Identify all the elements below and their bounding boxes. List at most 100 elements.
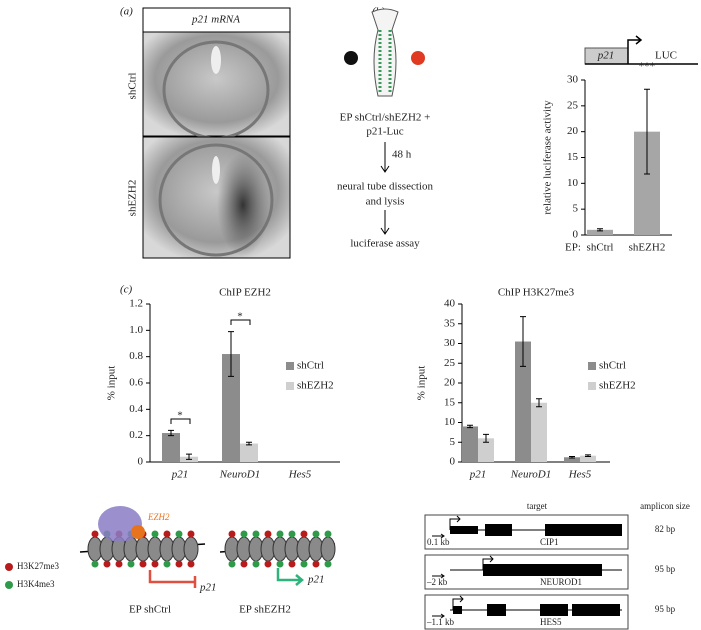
mark	[240, 560, 248, 568]
reporter: LUC	[655, 50, 677, 62]
legend-dot	[5, 563, 13, 571]
legend-label: shEZH2	[297, 380, 334, 392]
y-tick-label: 20	[567, 125, 579, 137]
mark	[187, 560, 195, 568]
error-bar	[520, 316, 526, 367]
chromatin	[79, 530, 336, 568]
annotation: ***	[639, 61, 656, 73]
step: luciferase assay	[350, 238, 420, 250]
annotation: *	[177, 410, 183, 422]
x-tick-label: p21	[469, 469, 487, 481]
mark	[276, 560, 284, 568]
condition: EP shCtrl	[129, 604, 171, 616]
mark	[151, 530, 159, 538]
header: p21 mRNA	[191, 14, 240, 26]
distance: 0.1 kb	[427, 537, 450, 547]
mark	[324, 560, 332, 568]
y-axis-label: % input	[106, 366, 118, 401]
tss	[482, 555, 494, 570]
exon	[572, 604, 620, 616]
mark	[127, 560, 135, 568]
step: and lysis	[366, 196, 405, 208]
exon	[485, 524, 512, 536]
bar	[587, 229, 613, 235]
mark	[175, 530, 183, 538]
panel-label: (a)	[120, 6, 133, 18]
mark	[115, 560, 123, 568]
row-label: shCtrl	[127, 73, 139, 100]
bar	[240, 443, 258, 462]
ezh2	[131, 525, 145, 539]
y-axis-label: % input	[416, 366, 428, 401]
mark	[163, 560, 171, 568]
promoter: p21	[597, 50, 615, 62]
mark	[228, 530, 236, 538]
y-tick-label: 0	[138, 456, 144, 468]
bar	[222, 354, 240, 462]
step: 48 h	[392, 149, 412, 161]
y-tick-label: 0.2	[129, 429, 143, 441]
panel-label: (c)	[120, 284, 133, 296]
step: p21-Luc	[366, 126, 403, 138]
y-tick-label: 25	[444, 357, 456, 369]
mark	[276, 530, 284, 538]
header: target	[527, 501, 548, 511]
bar	[162, 433, 180, 462]
legend-swatch	[588, 362, 596, 370]
mark	[252, 530, 260, 538]
exon	[540, 604, 568, 616]
chart-title: ChIP EZH2	[219, 287, 271, 299]
error-bar	[246, 441, 252, 446]
mark	[312, 560, 320, 568]
x-tick-label: Hes5	[568, 469, 592, 481]
mark	[163, 530, 171, 538]
arrow	[380, 210, 390, 235]
bar	[531, 402, 547, 462]
mark	[252, 560, 260, 568]
bar	[478, 438, 494, 462]
error-bar	[569, 455, 575, 459]
exon	[450, 526, 478, 534]
step: neural tube dissection	[337, 181, 433, 193]
mark	[151, 560, 159, 568]
y-tick-label: 15	[444, 396, 456, 408]
x-tick-label: Hes5	[288, 469, 312, 481]
repression	[148, 570, 197, 588]
mark	[91, 530, 99, 538]
x-tick-label: NeuroD1	[510, 469, 552, 481]
y-tick-label: 30	[444, 337, 456, 349]
y-tick-label: 40	[444, 298, 456, 310]
gene: CIP1	[540, 537, 559, 547]
exon	[545, 524, 622, 536]
prc2	[98, 506, 142, 542]
bracket	[230, 319, 251, 325]
error-bar	[467, 424, 473, 429]
amplicon-size: 95 bp	[655, 564, 676, 574]
legend-label: shCtrl	[599, 360, 626, 372]
construct-line	[585, 35, 698, 65]
amplicon-diagram: 0.1 kb CIP1 82 bp –2 kb NEUROD1 95 bp –1.1 kb H…	[424, 514, 676, 630]
nucleosome	[320, 536, 336, 562]
mark	[288, 560, 296, 568]
mark	[324, 530, 332, 538]
mark	[300, 560, 308, 568]
charts: 0 5 10 15 20 25 30 relative luciferase activity…	[106, 61, 672, 481]
legend-dot	[5, 581, 13, 589]
header-box	[142, 7, 291, 33]
y-tick-label: 10	[444, 416, 456, 428]
error-bar	[168, 429, 174, 437]
nucleosome	[183, 536, 199, 562]
legend-label: H3K27me3	[17, 561, 59, 571]
electrode	[344, 51, 358, 65]
y-tick-label: 0	[573, 229, 579, 241]
primer	[432, 573, 445, 579]
y-tick-label: 0	[450, 456, 456, 468]
bar	[462, 426, 478, 462]
mark	[91, 560, 99, 568]
electrode	[411, 51, 425, 65]
mark	[139, 560, 147, 568]
mark	[240, 530, 248, 538]
y-tick-label: 5	[450, 436, 456, 448]
header: amplicon size	[640, 501, 690, 511]
